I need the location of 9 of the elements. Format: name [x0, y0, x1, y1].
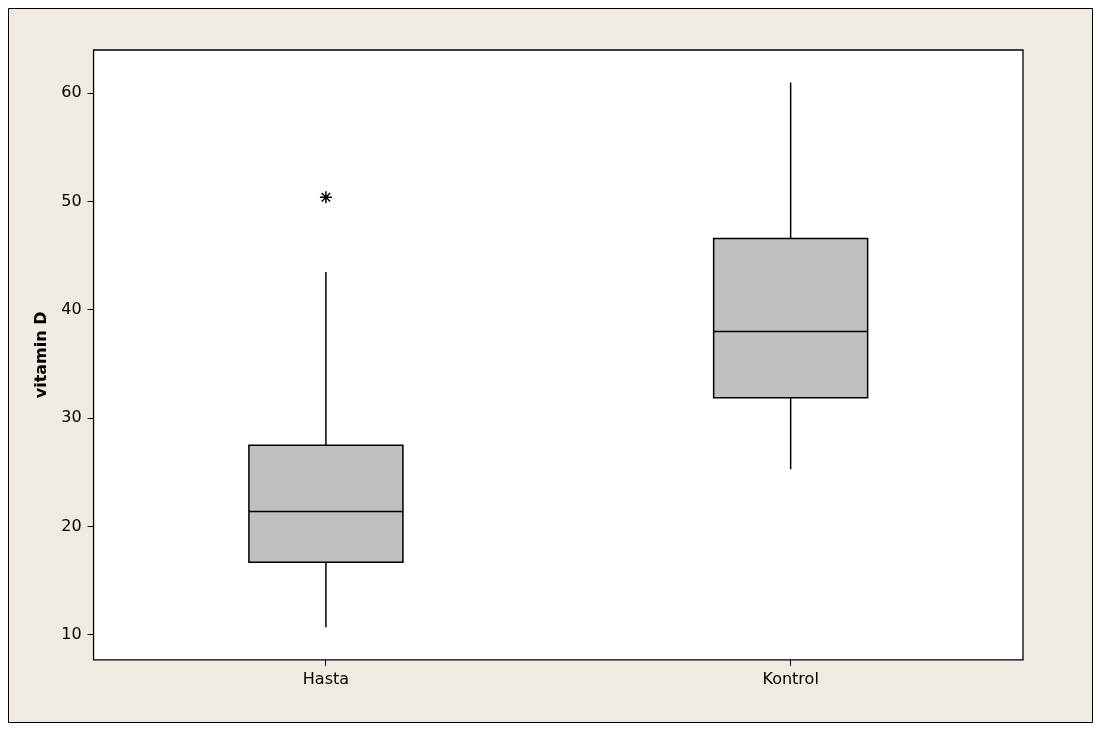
y-tick-label: 30	[61, 407, 82, 427]
y-tick-label: 50	[61, 190, 82, 210]
y-axis-title: vitamin D	[30, 311, 50, 399]
y-tick-label: 40	[61, 299, 82, 319]
x-tick-label: Kontrol	[762, 668, 819, 688]
y-tick-label: 20	[61, 515, 82, 535]
y-tick-label: 10	[61, 624, 82, 644]
x-tick-label: Hasta	[302, 668, 350, 688]
y-tick-label: 60	[61, 82, 82, 102]
